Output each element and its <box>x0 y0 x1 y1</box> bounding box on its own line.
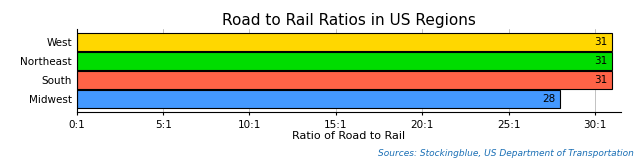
Bar <box>77 52 612 70</box>
Text: 31: 31 <box>594 56 607 66</box>
Text: 31: 31 <box>594 37 607 47</box>
Bar <box>77 90 561 108</box>
Text: Sources: Stockingblue, US Department of Transportation: Sources: Stockingblue, US Department of … <box>378 149 634 158</box>
Title: Road to Rail Ratios in US Regions: Road to Rail Ratios in US Regions <box>222 13 476 28</box>
X-axis label: Ratio of Road to Rail: Ratio of Road to Rail <box>292 131 405 141</box>
Text: 28: 28 <box>542 94 555 104</box>
Text: 31: 31 <box>594 75 607 85</box>
Bar <box>77 33 612 51</box>
Bar <box>77 71 612 89</box>
